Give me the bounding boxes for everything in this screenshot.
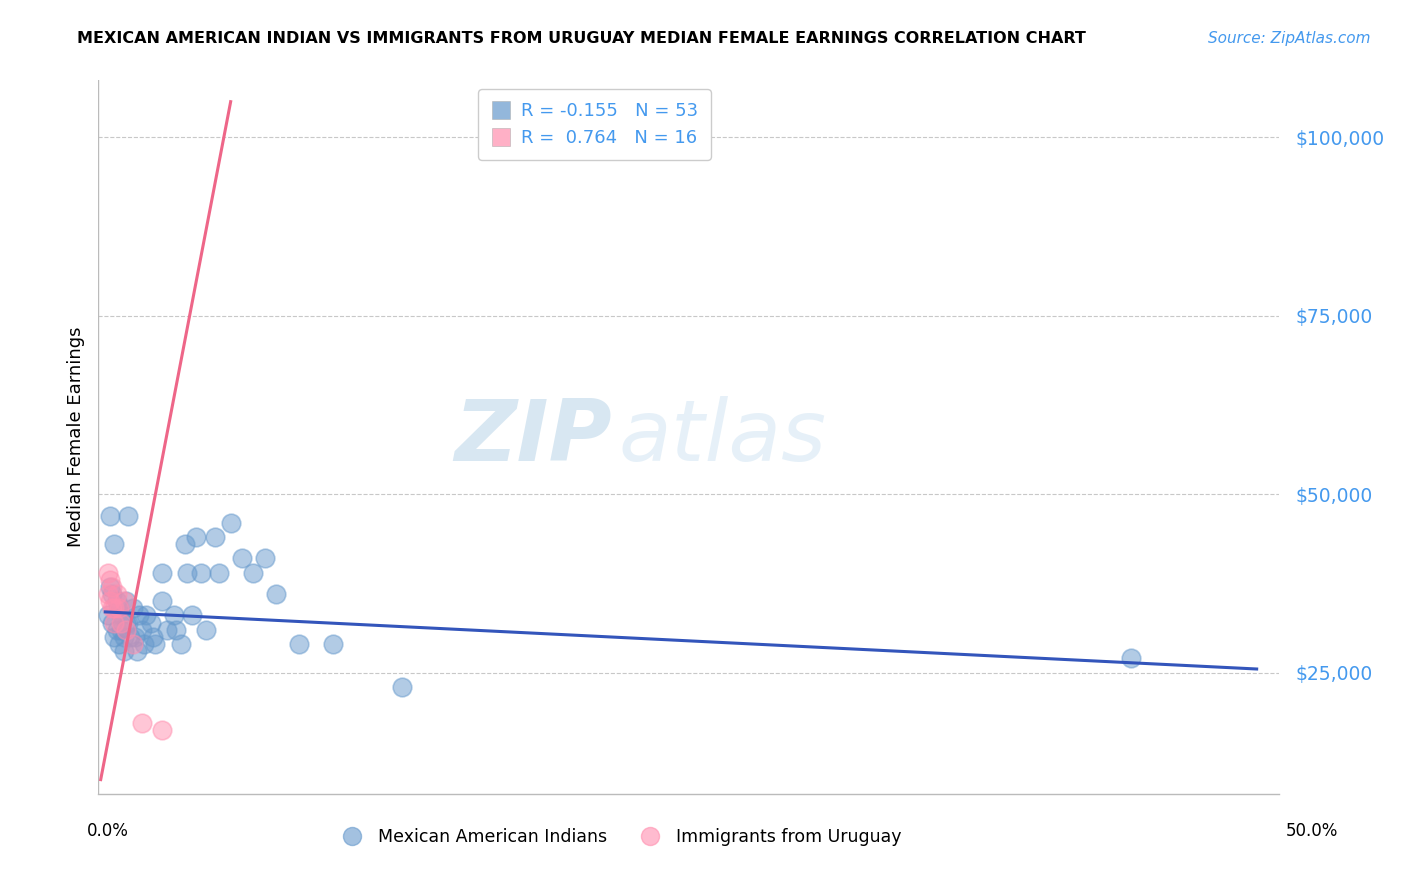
Point [132, 637, 155, 651]
Point [114, 594, 136, 608]
Point [391, 680, 413, 694]
Point [96, 587, 118, 601]
Y-axis label: Median Female Earnings: Median Female Earnings [66, 326, 84, 548]
Point [1121, 651, 1143, 665]
Point [110, 608, 132, 623]
Point [103, 615, 125, 630]
Text: Source: ZipAtlas.com: Source: ZipAtlas.com [1208, 31, 1371, 46]
Point [165, 623, 187, 637]
Text: ZIP: ZIP [454, 395, 612, 479]
Point [117, 508, 139, 523]
Point [108, 601, 131, 615]
Point [101, 601, 124, 615]
Point [150, 723, 173, 737]
Point [242, 566, 264, 580]
Point [135, 608, 157, 623]
Point [112, 644, 135, 658]
Point [96, 566, 118, 580]
Point [98, 508, 121, 523]
Point [98, 580, 121, 594]
Point [112, 630, 135, 644]
Point [322, 637, 344, 651]
Point [186, 530, 208, 544]
Point [98, 594, 121, 608]
Point [127, 644, 149, 658]
Point [131, 715, 153, 730]
Point [117, 615, 139, 630]
Text: 0.0%: 0.0% [87, 822, 129, 840]
Point [105, 594, 128, 608]
Point [208, 566, 231, 580]
Point [120, 630, 142, 644]
Point [150, 566, 173, 580]
Point [105, 587, 128, 601]
Point [103, 601, 125, 615]
Point [150, 594, 173, 608]
Point [121, 637, 143, 651]
Point [204, 530, 226, 544]
Point [288, 637, 311, 651]
Point [124, 630, 146, 644]
Point [176, 566, 198, 580]
Point [114, 615, 136, 630]
Point [101, 580, 124, 594]
Point [194, 623, 217, 637]
Point [156, 623, 179, 637]
Point [264, 587, 287, 601]
Point [112, 594, 135, 608]
Text: atlas: atlas [619, 395, 827, 479]
Text: MEXICAN AMERICAN INDIAN VS IMMIGRANTS FROM URUGUAY MEDIAN FEMALE EARNINGS CORREL: MEXICAN AMERICAN INDIAN VS IMMIGRANTS FR… [77, 31, 1087, 46]
Point [180, 608, 202, 623]
Point [105, 623, 128, 637]
Point [101, 615, 124, 630]
Point [139, 615, 162, 630]
Point [101, 587, 124, 601]
Point [110, 615, 132, 630]
Point [145, 637, 167, 651]
Point [219, 516, 242, 530]
Text: 50.0%: 50.0% [1286, 822, 1339, 840]
Point [131, 623, 153, 637]
Point [121, 601, 143, 615]
Point [103, 630, 125, 644]
Point [142, 630, 165, 644]
Point [108, 601, 131, 615]
Point [114, 623, 136, 637]
Point [169, 637, 191, 651]
Point [110, 623, 132, 637]
Point [231, 551, 253, 566]
Legend: Mexican American Indians, Immigrants from Uruguay: Mexican American Indians, Immigrants fro… [328, 822, 908, 853]
Point [174, 537, 197, 551]
Point [163, 608, 186, 623]
Point [253, 551, 276, 566]
Point [128, 608, 150, 623]
Point [96, 608, 118, 623]
Point [190, 566, 212, 580]
Point [103, 537, 125, 551]
Point [108, 637, 131, 651]
Point [98, 573, 121, 587]
